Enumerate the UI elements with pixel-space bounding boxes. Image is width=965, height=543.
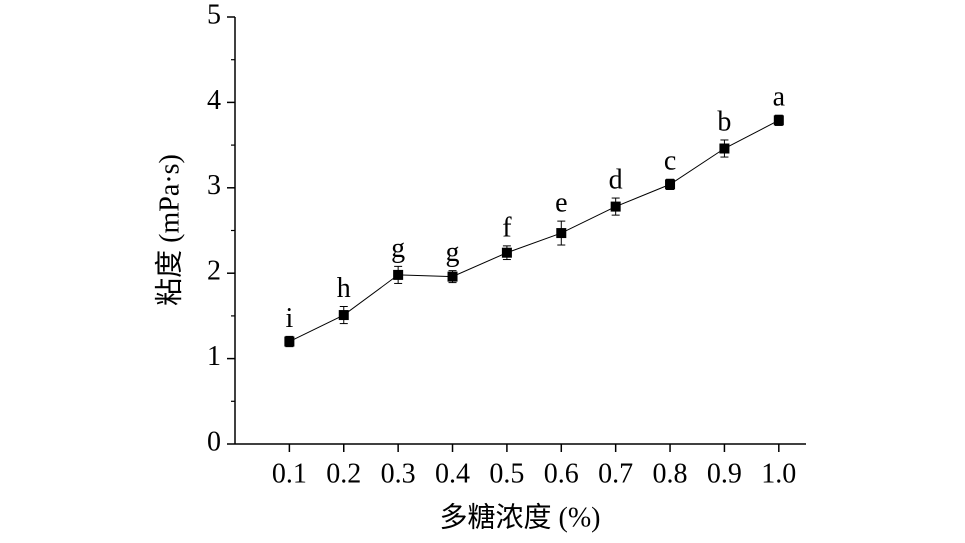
y-axis-label: 粘度 (mPa·s) <box>153 154 185 306</box>
marker <box>665 179 676 190</box>
marker <box>393 269 404 280</box>
x-tick-label: 0.3 <box>381 458 416 489</box>
point-label: d <box>609 164 623 195</box>
x-tick-label: 0.6 <box>544 458 579 489</box>
point-label: a <box>773 82 786 113</box>
point-label: i <box>285 303 293 334</box>
point-label: c <box>664 146 676 177</box>
point-label: b <box>717 106 731 137</box>
x-tick-label: 1.0 <box>761 458 796 489</box>
marker <box>719 143 730 154</box>
x-tick-label: 0.9 <box>707 458 742 489</box>
y-tick-label: 1 <box>207 341 221 372</box>
point-label: g <box>446 237 460 268</box>
marker <box>610 201 621 212</box>
x-tick-label: 0.8 <box>653 458 688 489</box>
marker <box>556 228 567 239</box>
marker <box>284 336 295 347</box>
point-label: f <box>502 212 512 243</box>
y-tick-label: 3 <box>207 170 221 201</box>
x-tick-label: 0.5 <box>489 458 524 489</box>
point-label: e <box>555 188 567 219</box>
marker <box>338 310 349 321</box>
x-tick-label: 0.7 <box>598 458 633 489</box>
line <box>289 119 780 342</box>
y-tick-label: 2 <box>207 256 221 287</box>
y-tick-label: 5 <box>207 0 221 30</box>
y-tick-label: 0 <box>207 426 221 457</box>
x-tick-label: 0.4 <box>435 458 470 489</box>
marker <box>773 115 784 126</box>
x-tick-label: 0.1 <box>272 458 307 489</box>
point-label: h <box>337 273 351 304</box>
x-axis-label: 多糖浓度 (%) <box>440 501 601 533</box>
y-tick-label: 4 <box>207 85 221 116</box>
marker <box>447 271 458 282</box>
point-label: g <box>391 233 405 264</box>
marker <box>501 247 512 258</box>
x-tick-label: 0.2 <box>326 458 361 489</box>
